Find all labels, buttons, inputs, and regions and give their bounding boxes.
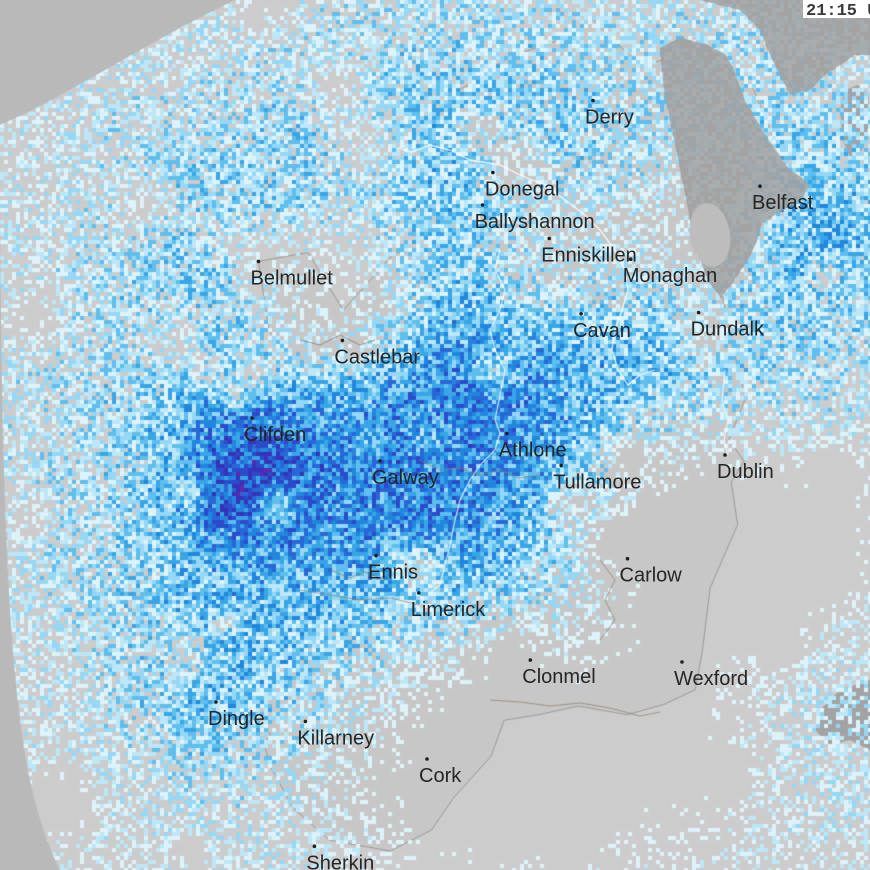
svg-text:Limerick: Limerick xyxy=(411,599,486,621)
svg-text:Carlow: Carlow xyxy=(620,565,683,587)
svg-text:Ennis: Ennis xyxy=(368,562,418,584)
svg-text:Dingle: Dingle xyxy=(208,708,265,730)
svg-text:Sherkin: Sherkin xyxy=(306,852,374,870)
svg-text:Clonmel: Clonmel xyxy=(522,666,595,688)
svg-text:Tullamore: Tullamore xyxy=(553,471,641,493)
svg-text:Belmullet: Belmullet xyxy=(251,267,334,289)
svg-text:Enniskillen: Enniskillen xyxy=(541,245,637,267)
svg-text:Athlone: Athlone xyxy=(499,440,567,462)
svg-text:Dundalk: Dundalk xyxy=(691,319,765,341)
svg-text:Monaghan: Monaghan xyxy=(623,265,718,287)
svg-text:21:15 UTC: 21:15 UTC xyxy=(806,2,870,21)
svg-text:Cavan: Cavan xyxy=(573,320,631,342)
svg-text:Cork: Cork xyxy=(419,765,462,787)
svg-text:Castlebar: Castlebar xyxy=(334,346,420,368)
svg-text:Wexford: Wexford xyxy=(674,668,748,690)
svg-text:Ballyshannon: Ballyshannon xyxy=(475,211,595,233)
svg-text:Dublin: Dublin xyxy=(717,461,774,483)
svg-text:Donegal: Donegal xyxy=(485,179,560,201)
svg-text:Killarney: Killarney xyxy=(297,727,374,749)
svg-text:Clifden: Clifden xyxy=(244,424,306,446)
svg-text:Galway: Galway xyxy=(372,467,439,489)
svg-text:Derry: Derry xyxy=(585,107,634,129)
svg-text:Belfast: Belfast xyxy=(752,192,814,214)
